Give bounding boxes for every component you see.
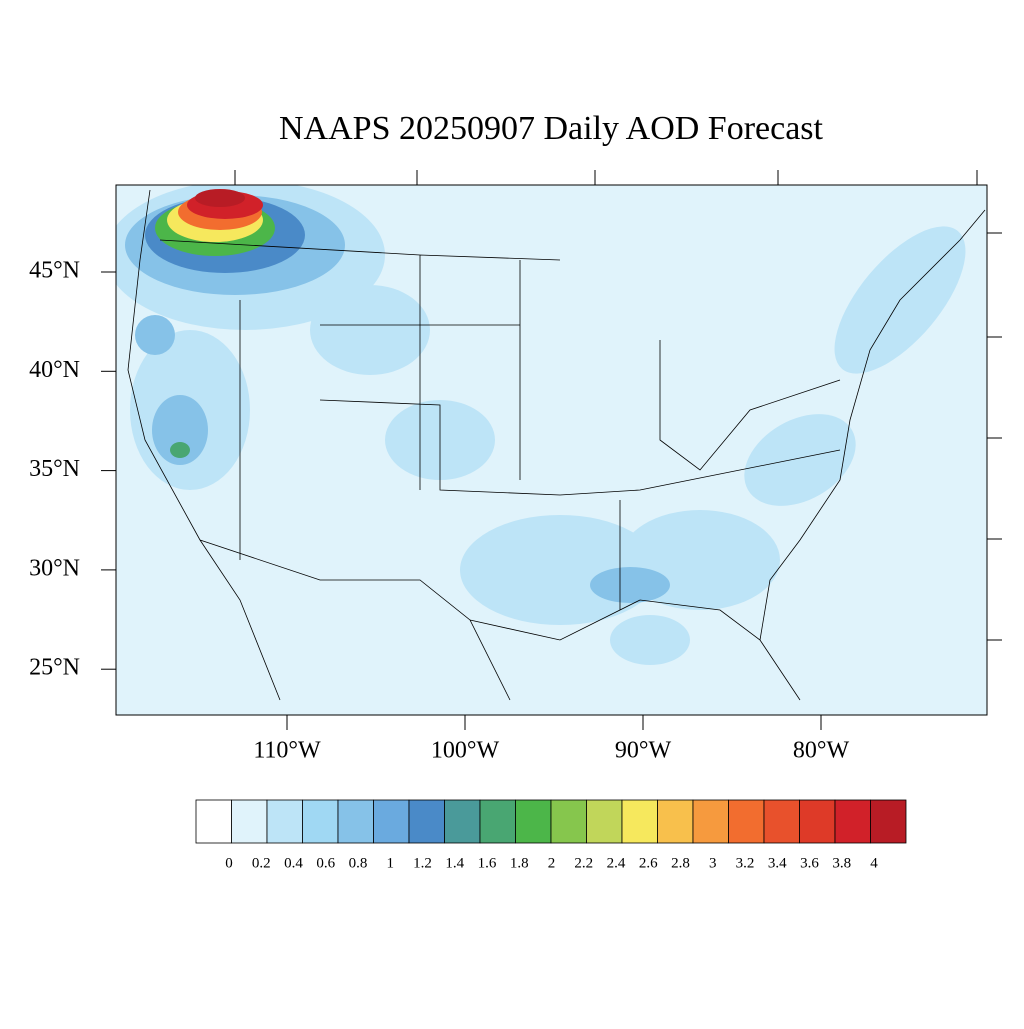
colorbar-label: 0.8 [349, 855, 368, 871]
colorbar-label: 2.6 [639, 855, 658, 871]
lat-tick-label: 35°N [29, 456, 80, 482]
lon-tick-label: 90°W [615, 738, 672, 764]
colorbar-box [195, 799, 232, 844]
colorbar-box [550, 799, 587, 844]
colorbar-box [692, 799, 729, 844]
colorbar-box [799, 799, 836, 844]
colorbar-box [302, 799, 339, 844]
colorbar-label: 3.8 [832, 855, 851, 871]
aod-field [116, 185, 987, 715]
lat-tick-label: 30°N [29, 555, 80, 581]
colorbar-box [621, 799, 658, 844]
colorbar-box [870, 799, 907, 844]
map-title: NAAPS 20250907 Daily AOD Forecast [279, 110, 824, 147]
colorbar-label: 2 [548, 855, 556, 871]
colorbar-box [763, 799, 800, 844]
colorbar-label: 0.2 [252, 855, 271, 871]
colorbar-box [408, 799, 445, 844]
colorbar-label: 0.6 [316, 855, 335, 871]
lon-tick-label: 110°W [253, 738, 321, 764]
lat-tick-label: 40°N [29, 357, 80, 383]
colorbar-box [266, 799, 303, 844]
map-frame [115, 184, 988, 716]
colorbar-box [479, 799, 516, 844]
colorbar-label: 3 [709, 855, 717, 871]
colorbar-label: 0.4 [284, 855, 303, 871]
colorbar-label: 1 [387, 855, 395, 871]
lat-tick-label: 45°N [29, 258, 80, 284]
colorbar-box [444, 799, 481, 844]
colorbar-box [231, 799, 268, 844]
colorbar-label: 3.2 [736, 855, 755, 871]
colorbar-box [657, 799, 694, 844]
right-ticks [987, 232, 1002, 641]
colorbar-label: 3.6 [800, 855, 819, 871]
colorbar-label: 2.4 [607, 855, 626, 871]
colorbar-label: 0 [225, 855, 233, 871]
colorbar-label: 1.2 [413, 855, 432, 871]
colorbar-box [834, 799, 871, 844]
lat-tick-label: 25°N [29, 655, 80, 681]
colorbar-box [373, 799, 410, 844]
lon-tick-label: 80°W [793, 738, 850, 764]
top-ticks [234, 170, 978, 185]
colorbar-label: 3.4 [768, 855, 787, 871]
colorbar-label: 1.4 [445, 855, 464, 871]
colorbar-label: 2.2 [574, 855, 593, 871]
colorbar-box [515, 799, 552, 844]
colorbar-box [728, 799, 765, 844]
colorbar-box [337, 799, 374, 844]
colorbar-label: 4 [870, 855, 878, 871]
colorbar-label: 1.8 [510, 855, 529, 871]
colorbar-label: 1.6 [478, 855, 497, 871]
colorbar-box [586, 799, 623, 844]
lon-tick-label: 100°W [431, 738, 500, 764]
colorbar-label: 2.8 [671, 855, 690, 871]
